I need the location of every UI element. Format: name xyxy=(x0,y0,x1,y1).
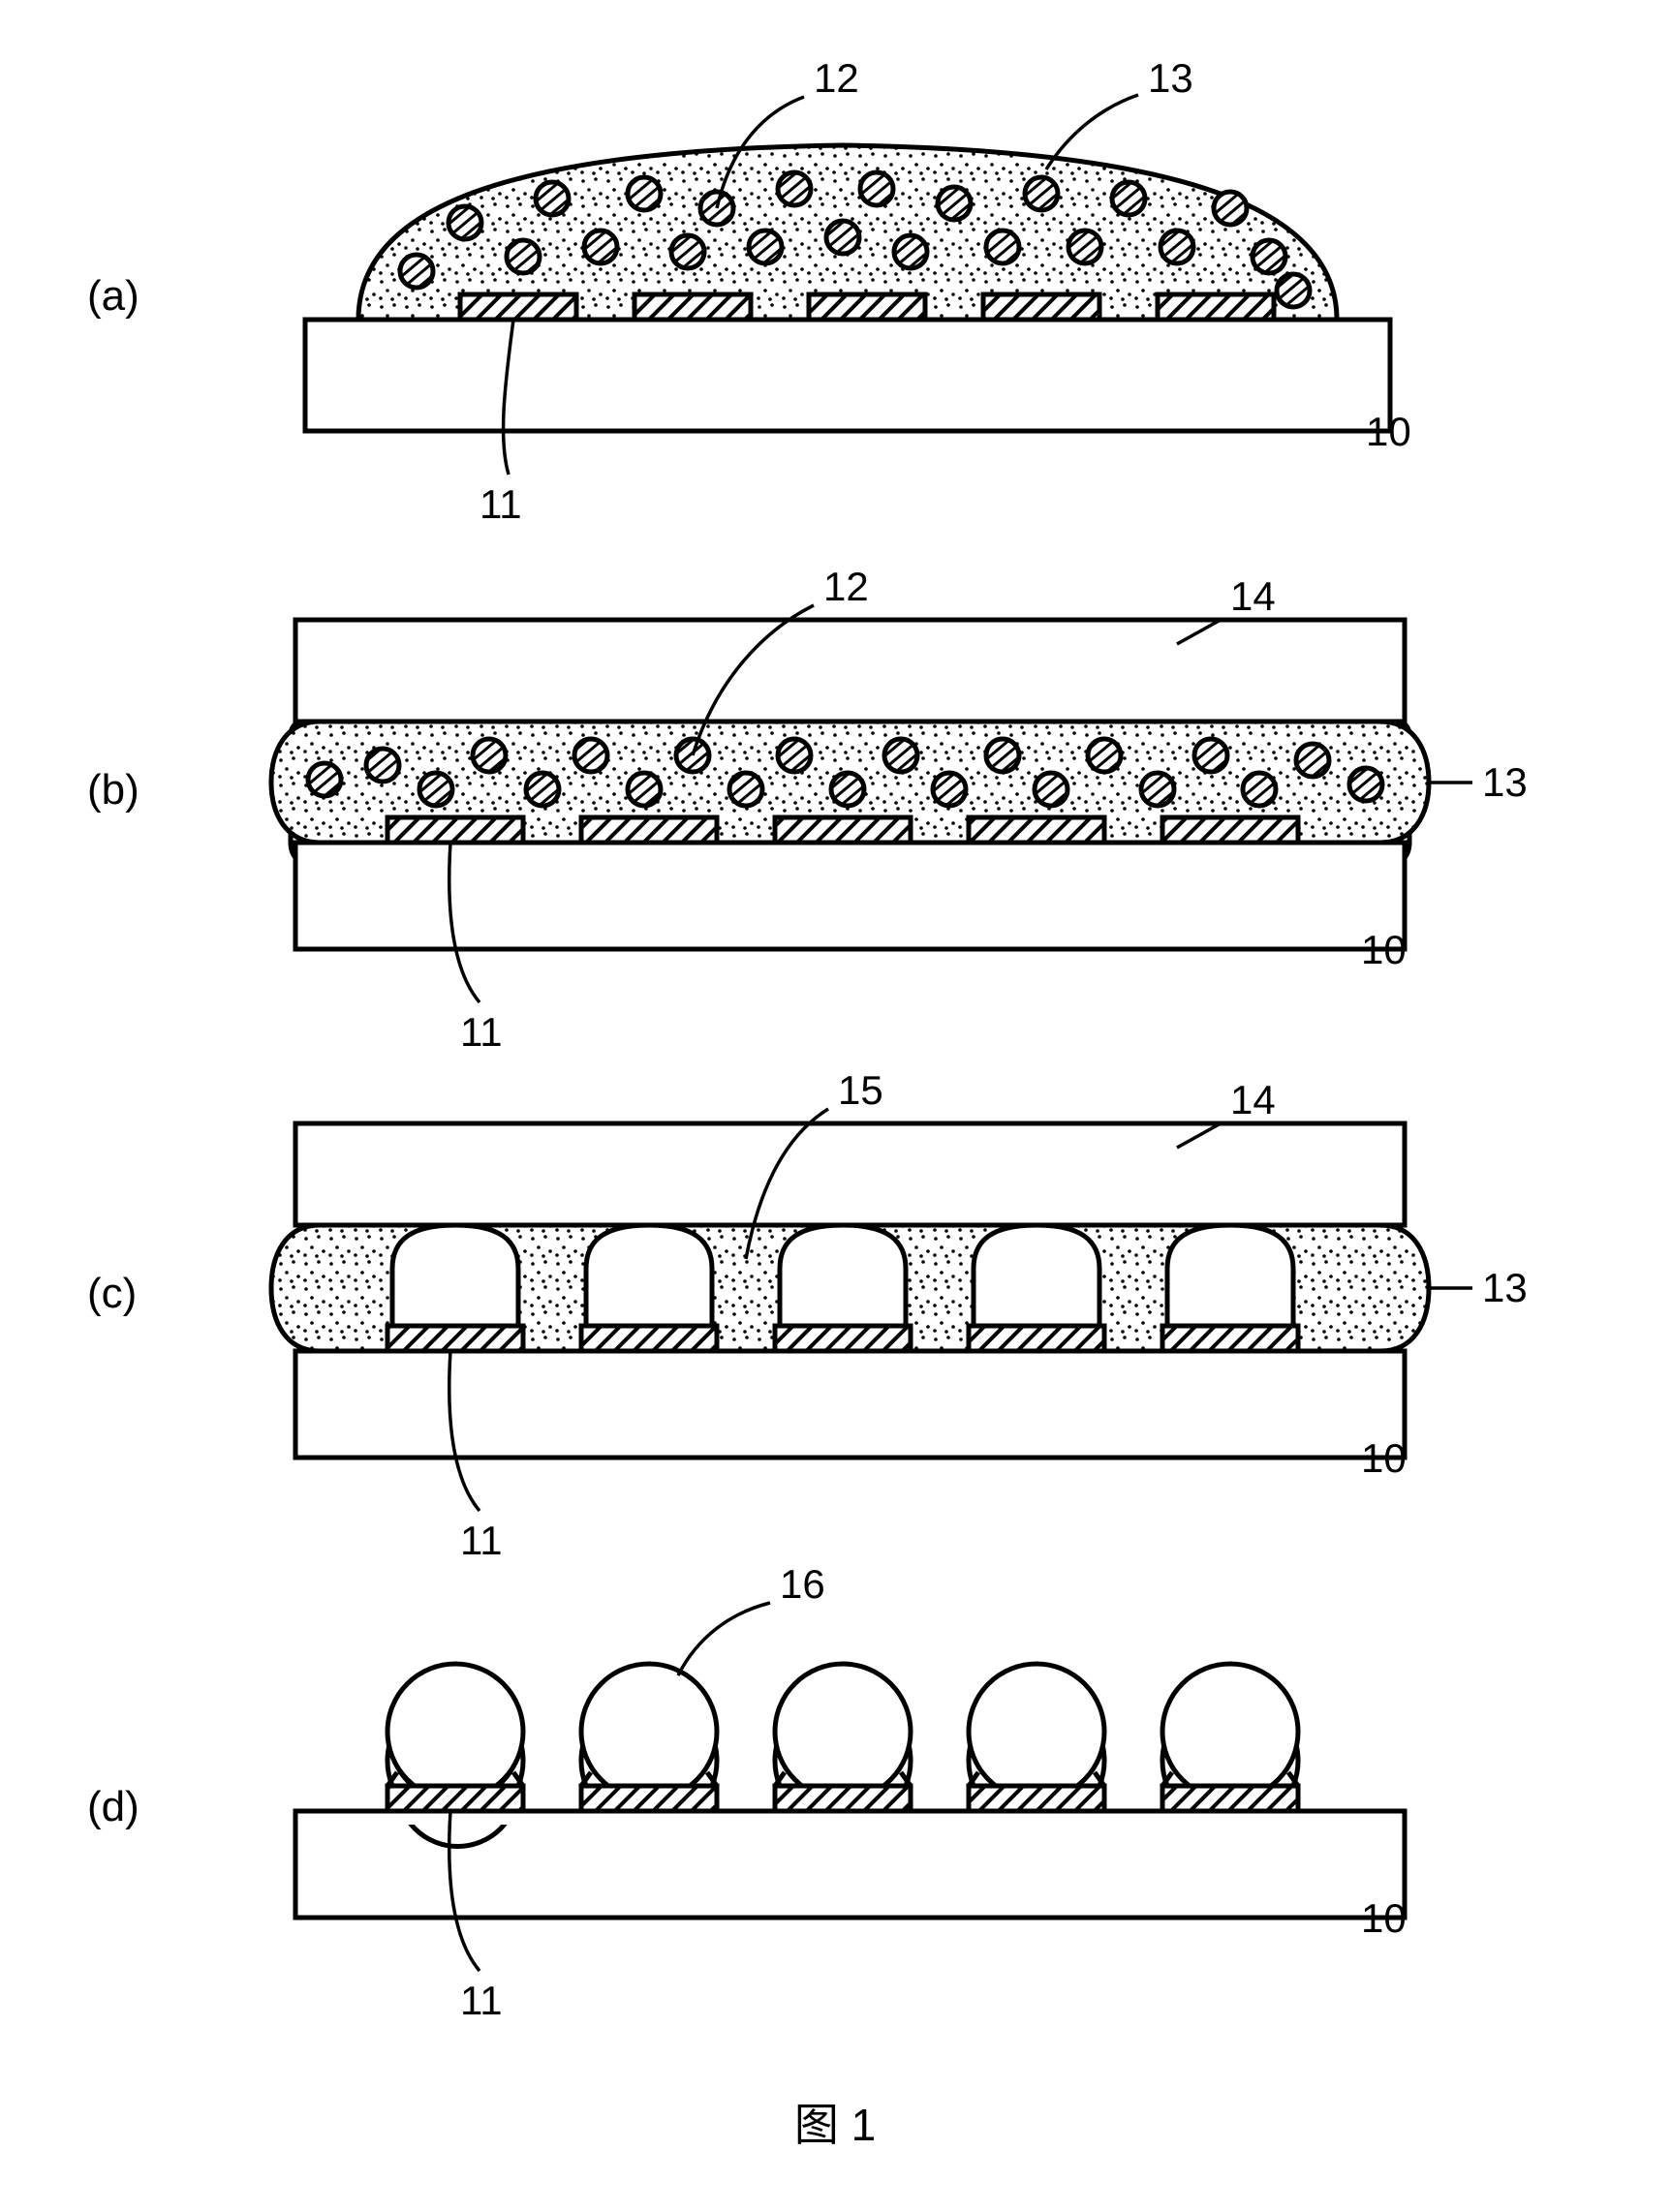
ref-14-c: 14 xyxy=(1230,1077,1276,1122)
ref-10-b: 10 xyxy=(1361,927,1407,972)
plate-c xyxy=(295,1123,1405,1225)
ref-13-c: 13 xyxy=(1482,1265,1528,1310)
panel-label-c: (c) xyxy=(87,1270,137,1317)
balls-d-clean xyxy=(387,1664,1298,1799)
ref-11-a: 11 xyxy=(480,481,522,527)
panel-b: (b) 12 xyxy=(87,564,1528,1055)
ref-10-a: 10 xyxy=(1366,409,1411,454)
substrate-c xyxy=(295,1351,1405,1458)
panel-label-a: (a) xyxy=(87,272,139,320)
ref-11-d: 11 xyxy=(460,1978,503,2023)
figure-page: .s { stroke:#000000; stroke-width:5; fil… xyxy=(0,0,1671,2212)
panel-d: (d) xyxy=(87,1561,1414,2023)
electrodes-c xyxy=(387,1326,1298,1351)
substrate-b xyxy=(295,843,1405,949)
ref-10-d: 10 xyxy=(1361,1895,1407,1941)
ref-15-c: 15 xyxy=(838,1067,883,1113)
ref-16-d: 16 xyxy=(780,1561,825,1607)
figure-caption: 图 1 xyxy=(794,2100,876,2150)
ref-14-b: 14 xyxy=(1230,573,1276,619)
ref-12-a: 12 xyxy=(814,55,859,101)
plate-b xyxy=(295,620,1405,722)
ref-11-b: 11 xyxy=(460,1009,503,1055)
ref-13-a: 13 xyxy=(1148,55,1193,101)
ref-13-b: 13 xyxy=(1482,759,1528,805)
panel-c: (c) 15 14 13 11 10 xyxy=(87,1067,1528,1563)
panel-label-d: (d) xyxy=(87,1783,139,1830)
ref-12-b: 12 xyxy=(823,564,869,609)
panel-label-b: (b) xyxy=(87,766,139,814)
electrodes-b xyxy=(387,817,1298,843)
panel-a: (a) 12 13 xyxy=(87,55,1411,527)
substrate-a xyxy=(305,320,1390,431)
ref-10-c: 10 xyxy=(1361,1435,1407,1481)
figure-svg: .s { stroke:#000000; stroke-width:5; fil… xyxy=(0,0,1671,2212)
ref-11-c: 11 xyxy=(460,1518,503,1563)
